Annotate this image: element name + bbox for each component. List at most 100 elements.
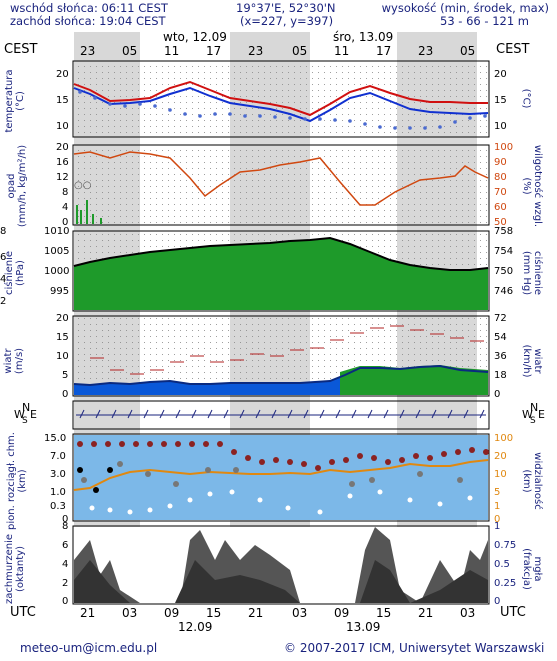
compass-w-right: W — [522, 408, 533, 421]
wind-tick: 10 — [56, 351, 69, 362]
cloudbase-bg — [74, 435, 488, 520]
top-hour: 23 — [248, 44, 264, 58]
precip-tick: 0 — [62, 217, 69, 228]
cloudcover-tick: 2 — [62, 578, 69, 589]
compass-e-left: E — [30, 408, 37, 421]
clouds-frame — [72, 525, 490, 605]
cloudbase-tick: 3.0 — [50, 469, 66, 480]
bottom-date-1: 12.09 — [178, 620, 213, 634]
compass-n-left: N — [22, 401, 31, 414]
sunrise-text: wschód słońca: 06:11 CEST — [10, 1, 168, 15]
precip-tick: 16 — [56, 157, 69, 168]
tz-left-top: CEST — [4, 42, 38, 57]
cloudbase-tick: 0.3 — [50, 501, 66, 512]
top-hour: 23 — [80, 44, 96, 58]
temp-tick: 10 — [56, 121, 69, 132]
edge-mark: 4 — [0, 274, 7, 285]
temperature-right-label: (°C) — [520, 88, 532, 109]
cloudcover-tick: 0 — [62, 596, 69, 607]
humidity-tick: 60 — [494, 202, 507, 213]
elevation-values: 53 - 66 - 121 m — [440, 14, 529, 28]
bottom-date-2: 13.09 — [346, 620, 381, 634]
cloudbase-axis-label: pion. rozciągł. chm. (km) — [6, 432, 28, 530]
copyright-text: © 2007-2017 ICM, Uniwersytet Warszawski — [284, 641, 545, 655]
visibility-right-label: widzialność (km) — [521, 452, 543, 510]
cloudcover-tick: 6 — [62, 540, 69, 551]
top-hour: 11 — [334, 44, 350, 58]
bottom-hour: 03 — [460, 606, 476, 620]
tz-right-bottom: UTC — [500, 605, 526, 620]
compass-s-left: S — [22, 416, 28, 426]
bottom-hour: 09 — [334, 606, 350, 620]
wind-direction-arrows — [76, 409, 486, 419]
compass-w-left: W — [14, 408, 25, 421]
pressure-frame — [72, 230, 490, 312]
sunset-text: zachód słońca: 19:04 CEST — [10, 14, 166, 28]
visibility-tick: 0 — [494, 514, 501, 525]
wind-kmh-tick: 18 — [494, 370, 507, 381]
top-hour: 11 — [164, 44, 180, 58]
cloudbase-frame — [72, 433, 490, 522]
bottom-hour: 15 — [376, 606, 392, 620]
wind-kmh-tick: 72 — [494, 313, 507, 324]
temp-tick: 15 — [56, 95, 69, 106]
edge-mark: 8 — [0, 226, 7, 237]
precip-axis-label: opad (mm/h, kg/m²/h) — [6, 144, 28, 228]
wind-kmh-tick: 54 — [494, 332, 507, 343]
cloudbase-dots — [77, 441, 489, 515]
fog-tick: 0.75 — [494, 540, 517, 551]
pressure-tick: 1010 — [44, 226, 70, 237]
elevation-label: wysokość (min, środek, max) — [381, 1, 549, 15]
bottom-hour: 03 — [122, 606, 138, 620]
temp-max-line — [73, 80, 488, 117]
coordinates-text: 19°37'E, 52°30'N — [236, 1, 336, 15]
bottom-hour: 03 — [292, 606, 308, 620]
bottom-hour: 21 — [418, 606, 434, 620]
visibility-tick: 20 — [494, 451, 507, 462]
temp-tick-right: 10 — [494, 121, 507, 132]
visibility-tick: 100 — [494, 433, 514, 444]
precip-tick: 4 — [62, 202, 69, 213]
precip-tick: 8 — [62, 187, 69, 198]
top-hour: 17 — [206, 44, 222, 58]
visibility-line — [73, 459, 489, 491]
pressure-mmhg-tick: 754 — [494, 246, 514, 257]
cloudcover-tick: 4 — [62, 559, 69, 570]
pressure-axis-label: ciśnienie (hPa) — [4, 250, 26, 296]
temp-tick-right: 15 — [494, 95, 507, 106]
cloudbase-tick: 7.0 — [50, 451, 66, 462]
fog-tick: 1 — [494, 521, 501, 532]
precip-tick: 20 — [56, 142, 69, 153]
humidity-right-label: wilgotność wzgl. (%) — [521, 144, 543, 228]
fog-tick: 0.25 — [494, 578, 517, 589]
precip-marker: ○○ — [74, 180, 91, 191]
bottom-hour: 09 — [164, 606, 180, 620]
humidity-tick: 100 — [494, 142, 514, 153]
grid-point-text: (x=227, y=397) — [240, 14, 334, 28]
tz-left-bottom: UTC — [10, 605, 36, 620]
temperature-frame — [72, 60, 490, 138]
pressure-mmhg-tick: 746 — [494, 286, 514, 297]
cloudbase-tick: 15.0 — [44, 433, 67, 444]
temp-mid-line — [73, 86, 489, 123]
wind-tick: 15 — [56, 332, 69, 343]
top-hour: 17 — [376, 44, 392, 58]
visibility-tick: 1 — [494, 501, 501, 512]
cloudbase-tick: 0 — [62, 514, 69, 525]
top-hour: 05 — [292, 44, 308, 58]
edge-mark: 2 — [0, 296, 7, 307]
fog-tick: 0.5 — [494, 559, 510, 570]
contact-email-link[interactable]: meteo-um@icm.edu.pl — [20, 641, 158, 655]
pressure-tick: 1000 — [44, 266, 70, 277]
fog-tick: 0 — [494, 596, 501, 607]
pressure-mmhg-tick: 750 — [494, 266, 514, 277]
wind-tick: 0 — [62, 389, 69, 400]
pressure-right-label: ciśnienie (mm Hg) — [521, 250, 543, 296]
wind-kmh-tick: 0 — [494, 389, 501, 400]
clouds-axis-label: zachmurzenie (oktanty) — [4, 533, 26, 605]
pressure-tick: 995 — [50, 286, 70, 297]
wind-kmh-tick: 36 — [494, 351, 507, 362]
top-hour: 05 — [122, 44, 138, 58]
wind-axis-label: wiatr (m/s) — [3, 347, 25, 375]
edge-mark: 6 — [0, 252, 7, 263]
